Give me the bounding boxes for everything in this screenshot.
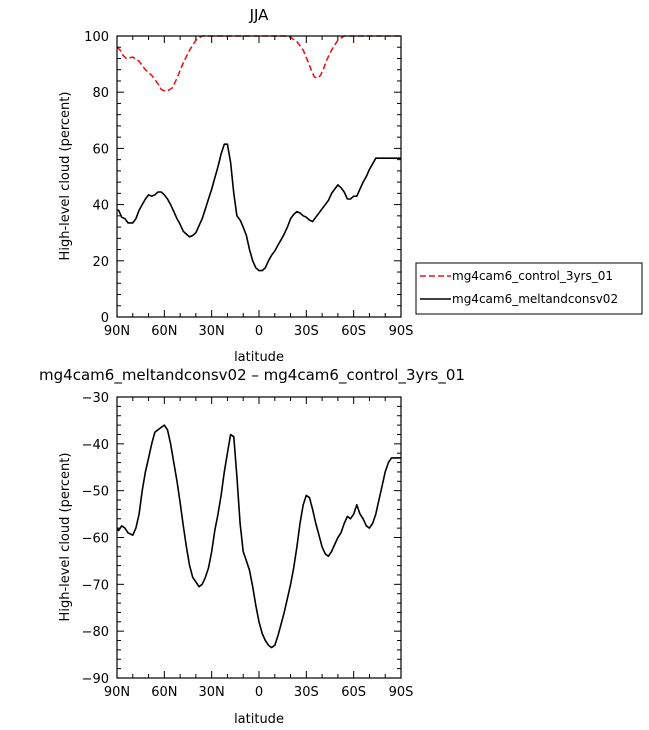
chart-bottom-plot-area [116, 424, 401, 649]
chart-bottom-axes: 90N 60N 30N 0 30S 60S 90S −90 −80 −70 −60 −50 −40 −30 [82, 391, 414, 700]
chart-top-x-tick-label: 0 [255, 324, 263, 339]
chart-top-y-tick-label: 60 [92, 142, 109, 157]
chart-bottom-x-tick-label: 60S [341, 685, 366, 700]
legend-label-meltandconsv: mg4cam6_meltandconsv02 [452, 292, 618, 306]
chart-top-y-tick-label: 0 [101, 311, 109, 326]
chart-top-x-tick-label: 30N [199, 324, 225, 339]
chart-bottom: mg4cam6_meltandconsv02 – mg4cam6_control… [39, 366, 465, 727]
chart-bottom-y-tick-label: −60 [82, 532, 109, 547]
chart-bottom-y-axis-label: High-level cloud (percent) [58, 453, 73, 622]
chart-bottom-y-tick-label: −40 [82, 438, 109, 453]
chart-top-x-axis-label: latitude [234, 350, 284, 365]
chart-bottom-series-line-0 [116, 424, 401, 649]
legend-label-control: mg4cam6_control_3yrs_01 [452, 269, 613, 283]
chart-top-y-tick-label: 100 [84, 30, 109, 45]
chart-bottom-x-tick-label: 90S [389, 685, 414, 700]
chart-top-x-tick-label: 90S [389, 324, 414, 339]
chart-bottom-y-tick-label: −80 [82, 625, 109, 640]
chart-top-y-tick-label: 80 [92, 86, 109, 101]
chart-top-frame [116, 35, 402, 318]
chart-bottom-x-axis-label: latitude [234, 712, 284, 727]
legend-box [415, 262, 643, 315]
chart-top-x-tick-label: 30S [294, 324, 319, 339]
chart-top-plot-area [116, 35, 401, 272]
chart-top-axes: 90N 60N 30N 0 30S 60S 90S 0 20 40 60 80 100 [84, 30, 413, 339]
chart-bottom-x-tick-label: 60N [151, 685, 177, 700]
legend: mg4cam6_control_3yrs_01 mg4cam6_meltandc… [415, 262, 643, 315]
chart-bottom-x-tick-label: 90N [104, 685, 130, 700]
chart-top-series-line-1 [117, 143, 401, 272]
chart-top-y-tick-label: 20 [92, 255, 109, 270]
chart-bottom-y-tick-label: −70 [82, 578, 109, 593]
chart-top-y-axis-label: High-level cloud (percent) [58, 92, 73, 261]
chart-top-x-tick-label: 60S [341, 324, 366, 339]
chart-top-x-tick-label: 60N [151, 324, 177, 339]
chart-bottom-frame [116, 396, 402, 679]
chart-bottom-x-tick-label: 30S [294, 685, 319, 700]
chart-bottom-title: mg4cam6_meltandconsv02 – mg4cam6_control… [39, 366, 465, 385]
chart-top-title: JJA [249, 6, 270, 24]
chart-top: JJA 90N 60N 30N 0 30S 60S 90S 0 20 40 60 80 100 lati… [58, 6, 413, 365]
chart-top-series-line-0 [116, 35, 401, 92]
chart-bottom-x-tick-label: 0 [255, 685, 263, 700]
chart-top-y-tick-label: 40 [92, 199, 109, 214]
chart-bottom-y-tick-label: −30 [82, 391, 109, 406]
chart-bottom-y-tick-label: −50 [82, 485, 109, 500]
chart-bottom-y-tick-label: −90 [82, 672, 109, 687]
chart-bottom-x-tick-label: 30N [199, 685, 225, 700]
chart-top-x-tick-label: 90N [104, 324, 130, 339]
